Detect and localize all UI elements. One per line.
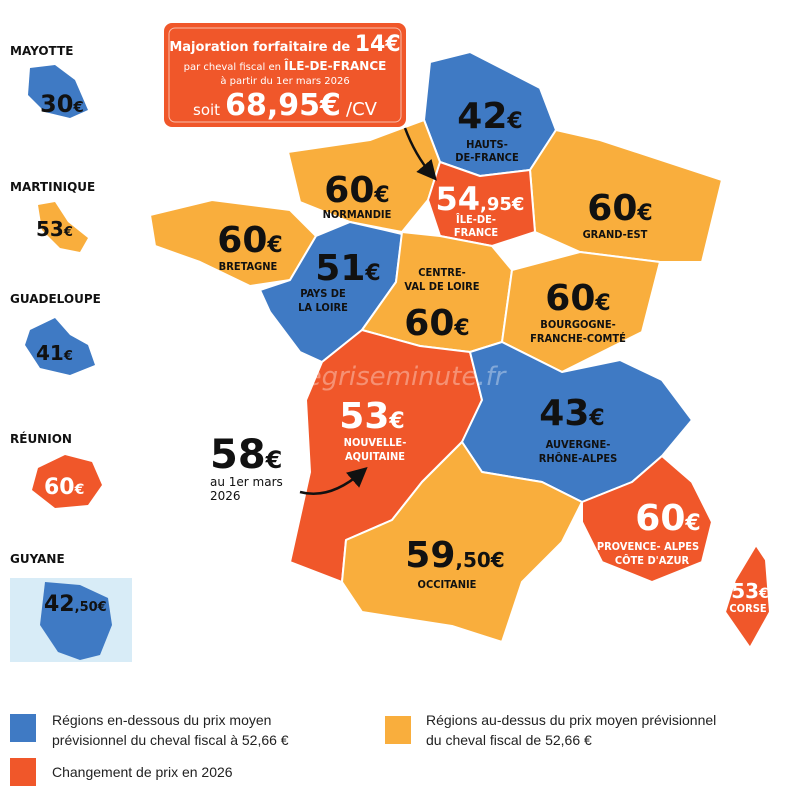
svg-text:GRAND-EST: GRAND-EST <box>583 228 648 241</box>
watermark: cartegriseminute.fr <box>255 362 508 392</box>
svg-text:RHÔNE-ALPES: RHÔNE-ALPES <box>539 452 618 465</box>
nouvelle-aquitaine-new-price: 58€ <box>210 432 282 478</box>
svg-text:53€: 53€ <box>36 217 73 241</box>
callout-line2: par cheval fiscal en <box>184 62 281 73</box>
svg-text:AUVERGNE-: AUVERGNE- <box>546 438 611 451</box>
svg-text:60€: 60€ <box>404 303 469 344</box>
guadeloupe-shape[interactable] <box>25 318 95 375</box>
svg-text:54,95€: 54,95€ <box>436 180 525 218</box>
callout-arrow <box>403 127 437 181</box>
svg-text:53€: 53€ <box>731 579 769 603</box>
svg-text:par cheval fiscal en ÎLE-DE-FR: par cheval fiscal en ÎLE-DE-FRANCE <box>184 58 387 73</box>
svg-text:HAUTS-: HAUTS- <box>466 138 508 151</box>
svg-text:PAYS DE: PAYS DE <box>300 287 346 300</box>
legend-change: Changement de prix en 2026 <box>52 764 233 780</box>
legend-swatch-above <box>385 716 411 744</box>
svg-text:MARTINIQUE: MARTINIQUE <box>10 180 95 194</box>
svg-text:NOUVELLE-: NOUVELLE- <box>344 436 407 449</box>
svg-text:FRANCE: FRANCE <box>454 226 499 239</box>
mayotte-shape[interactable] <box>28 65 88 118</box>
svg-text:59,50€: 59,50€ <box>405 535 504 576</box>
change-arrow <box>299 467 368 496</box>
svg-text:42€: 42€ <box>457 96 522 137</box>
svg-text:CÔTE D'AZUR: CÔTE D'AZUR <box>615 554 690 567</box>
callout-price: 68,95€ <box>225 88 341 123</box>
svg-text:MAYOTTE: MAYOTTE <box>10 44 73 58</box>
svg-text:OCCITANIE: OCCITANIE <box>418 578 477 591</box>
svg-text:CENTRE-: CENTRE- <box>418 266 466 279</box>
svg-text:2026: 2026 <box>210 489 241 503</box>
svg-text:Majoration forfaitaire de 14€: Majoration forfaitaire de 14€ <box>169 32 400 57</box>
svg-text:AQUITAINE: AQUITAINE <box>345 450 405 463</box>
callout-line1: Majoration forfaitaire de <box>169 40 350 55</box>
svg-text:42,50€: 42,50€ <box>44 592 107 617</box>
region-paca[interactable] <box>581 455 713 583</box>
legend-above: Régions au-dessus du prix moyen prévisio… <box>426 712 717 748</box>
region-occitanie[interactable] <box>341 441 583 643</box>
region-ile-de-france[interactable] <box>427 161 536 247</box>
svg-text:60€: 60€ <box>324 170 389 211</box>
svg-text:FRANCHE-COMTÉ: FRANCHE-COMTÉ <box>530 332 626 345</box>
svg-text:ÎLE-DE-: ÎLE-DE- <box>456 213 496 226</box>
svg-text:51€: 51€ <box>315 248 380 289</box>
svg-text:au 1er mars: au 1er mars <box>210 475 283 489</box>
svg-text:VAL DE LOIRE: VAL DE LOIRE <box>404 280 479 293</box>
legend-swatch-below <box>10 714 36 742</box>
svg-text:60€: 60€ <box>44 475 84 500</box>
svg-text:GUYANE: GUYANE <box>10 552 65 566</box>
svg-text:RÉUNION: RÉUNION <box>10 431 72 446</box>
svg-text:60€: 60€ <box>587 188 652 229</box>
svg-text:LA LOIRE: LA LOIRE <box>298 301 348 314</box>
ile-de-france-callout <box>164 23 406 127</box>
svg-text:60€: 60€ <box>545 278 610 319</box>
region-labels: 42€ HAUTS- DE-FRANCE 54,95€ ÎLE-DE- FRAN… <box>217 96 769 615</box>
svg-text:PROVENCE- ALPES: PROVENCE- ALPES <box>597 540 699 553</box>
reunion-shape[interactable] <box>32 455 102 508</box>
guyane-shape[interactable] <box>40 582 112 660</box>
svg-text:BOURGOGNE-: BOURGOGNE- <box>540 318 615 331</box>
legend-swatch-change <box>10 758 36 786</box>
region-corse[interactable] <box>724 544 771 649</box>
svg-text:30€: 30€ <box>40 90 84 118</box>
svg-text:53€: 53€ <box>339 396 404 437</box>
svg-text:soit 68,95€ /CV: soit 68,95€ /CV <box>193 88 378 123</box>
legend-below: Régions en-dessous du prix moyen prévisi… <box>52 712 289 748</box>
svg-text:BRETAGNE: BRETAGNE <box>219 260 278 273</box>
svg-text:DE-FRANCE: DE-FRANCE <box>455 151 519 164</box>
svg-text:GUADELOUPE: GUADELOUPE <box>10 292 101 306</box>
svg-text:43€: 43€ <box>539 393 604 434</box>
svg-text:60€: 60€ <box>635 498 700 539</box>
svg-text:60€: 60€ <box>217 220 282 261</box>
svg-text:41€: 41€ <box>36 341 73 365</box>
svg-text:NORMANDIE: NORMANDIE <box>323 208 392 221</box>
svg-text:CORSE: CORSE <box>729 602 766 615</box>
callout-line3: à partir du 1er mars 2026 <box>220 75 349 87</box>
martinique-shape[interactable] <box>38 202 88 252</box>
